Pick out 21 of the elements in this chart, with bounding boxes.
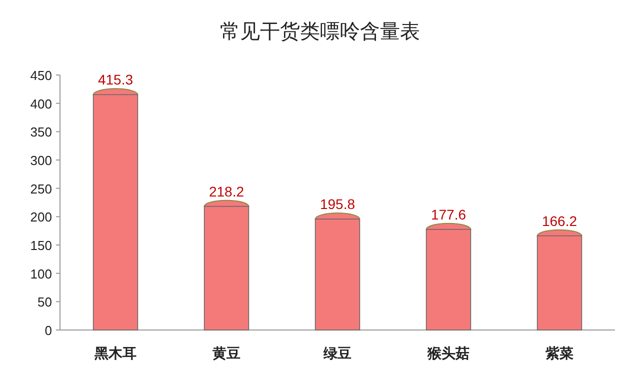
data-label: 166.2 (542, 212, 578, 229)
y-tick-label: 450 (30, 68, 52, 83)
chart-title: 常见干货类嘌呤含量表 (220, 19, 420, 43)
y-tick-label: 400 (30, 96, 52, 112)
y-tick-label: 350 (30, 124, 52, 140)
y-tick-label: 200 (30, 210, 52, 225)
data-label: 177.6 (430, 206, 466, 222)
x-tick-label: 黄豆 (212, 346, 240, 362)
y-tick-label: 150 (30, 238, 52, 253)
y-tick-label: 0 (44, 323, 52, 338)
y-tick-label: 250 (30, 181, 52, 196)
x-tick-label: 黑木耳 (94, 346, 136, 362)
y-tick-label: 100 (30, 266, 52, 282)
data-label: 415.3 (98, 72, 134, 88)
x-tick-label: 紫菜 (544, 346, 574, 362)
data-label: 218.2 (208, 183, 244, 200)
y-tick-label: 50 (38, 294, 52, 310)
x-tick-label: 猴头菇 (426, 346, 470, 362)
x-tick-label: 绿豆 (322, 346, 352, 362)
y-tick-label: 300 (30, 153, 52, 168)
data-label: 195.8 (320, 196, 356, 212)
